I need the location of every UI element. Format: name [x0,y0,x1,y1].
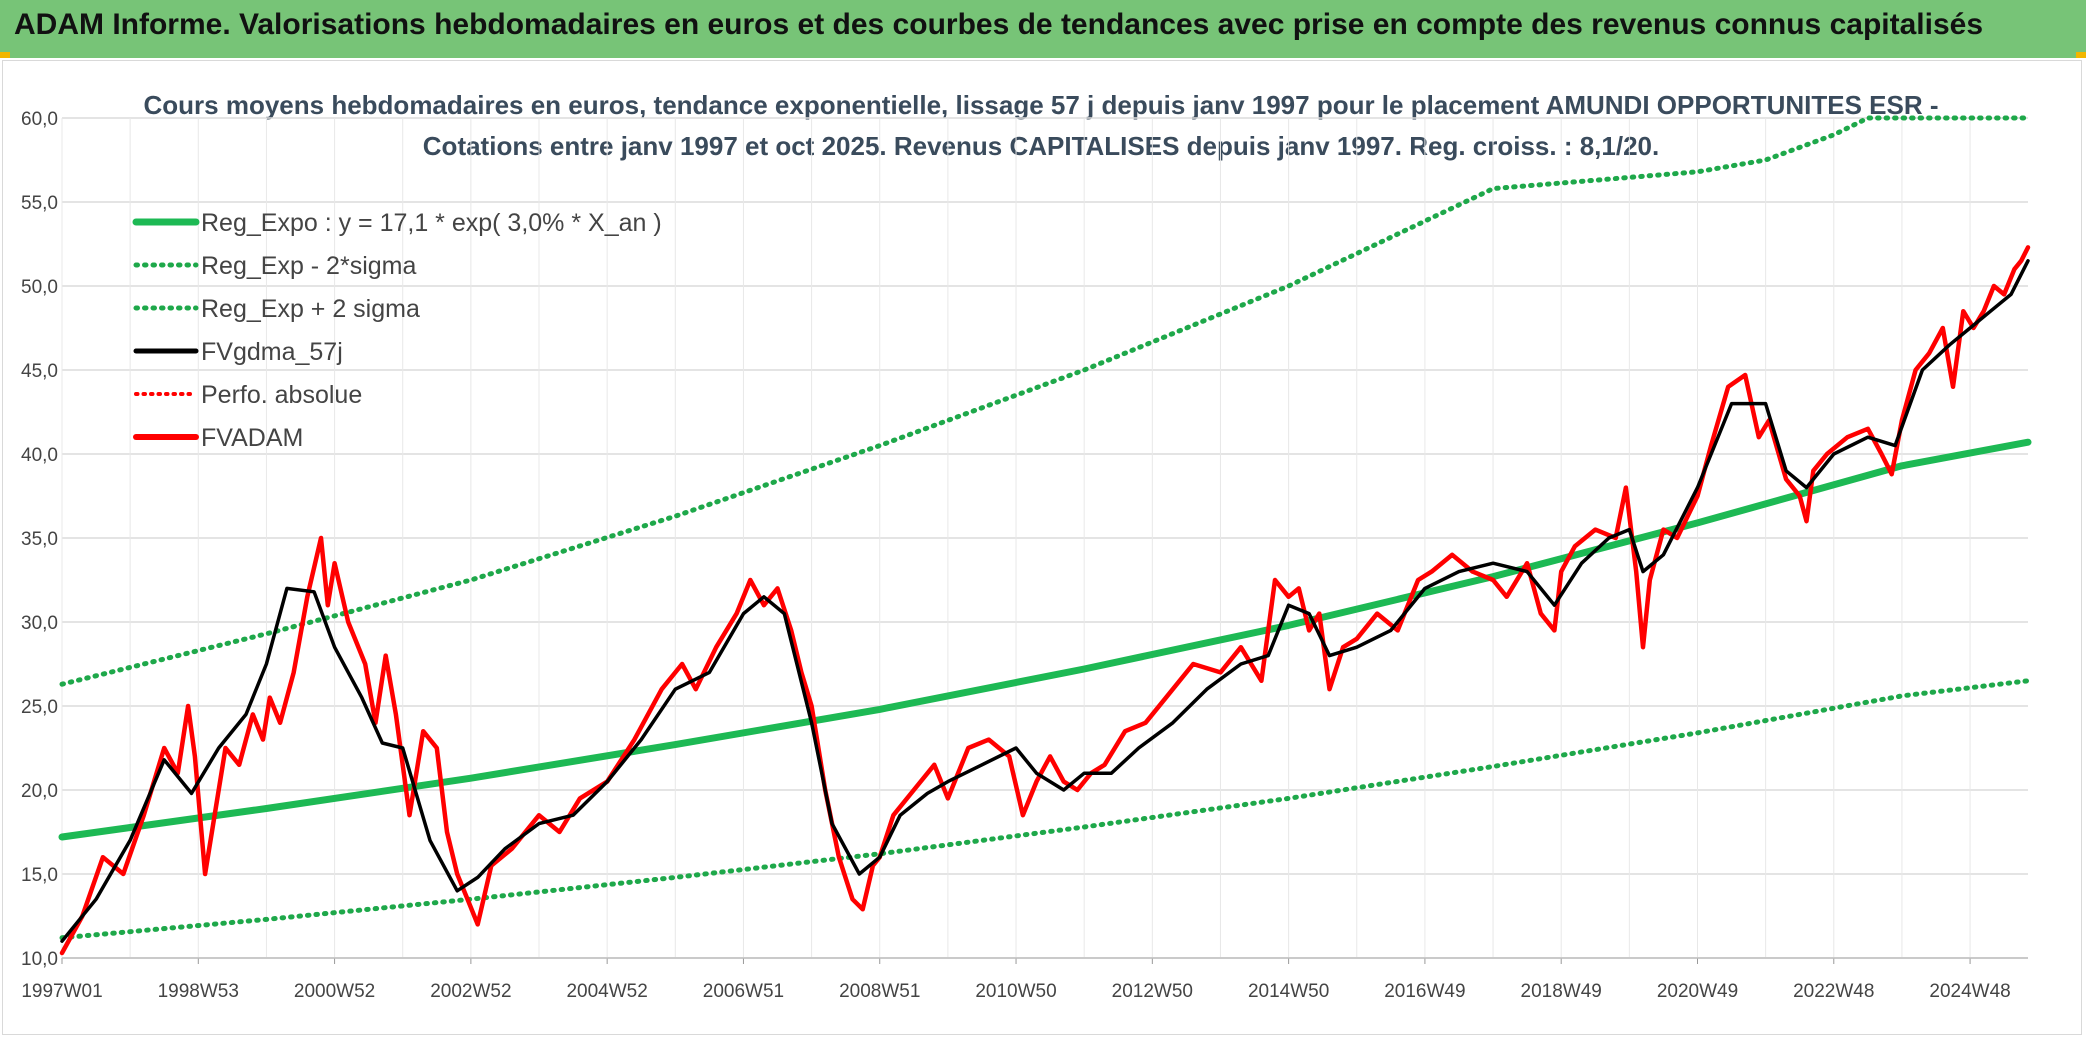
y-tick-label: 25,0 [21,697,58,718]
x-tick-label: 2018W49 [1521,981,1602,1002]
chart-frame [2,60,2082,1035]
x-tick-label: 2002W52 [430,981,511,1002]
y-tick-label: 35,0 [21,529,58,550]
legend-label: Reg_Exp + 2 sigma [201,295,420,323]
y-tick-label: 15,0 [21,865,58,886]
x-tick-label: 2004W52 [566,981,647,1002]
legend-label: FVgdma_57j [201,338,343,366]
x-tick-label: 2010W50 [975,981,1056,1002]
x-tick-label: 1998W53 [158,981,239,1002]
banner-accent-left [0,52,10,58]
y-tick-label: 45,0 [21,361,58,382]
report-banner: ADAM Informe. Valorisations hebdomadaire… [0,0,2086,58]
legend-label: Perfo. absolue [201,381,362,409]
report-title: ADAM Informe. Valorisations hebdomadaire… [14,8,1983,41]
x-tick-label: 2020W49 [1657,981,1738,1002]
x-tick-label: 2024W48 [1929,981,2010,1002]
y-tick-label: 10,0 [21,949,58,970]
y-tick-label: 60,0 [21,109,58,130]
x-tick-label: 1997W01 [21,981,102,1002]
x-tick-label: 2006W51 [703,981,784,1002]
lower-band-line [59,678,2031,941]
y-tick-label: 50,0 [21,277,58,298]
regression-line [58,438,2032,841]
upper-band-line [59,115,2031,687]
y-tick-label: 30,0 [21,613,58,634]
series-layer [58,115,2032,956]
price-line [59,245,2031,956]
legend: Reg_Expo : y = 17,1 * exp( 3,0% * X_an )… [132,209,662,452]
banner-accent-right [2076,52,2086,58]
chart-title-line-2: Cotations entre janv 1997 et oct 2025. R… [423,131,1659,161]
x-tick-label: 2000W52 [294,981,375,1002]
y-tick-label: 55,0 [21,193,58,214]
y-tick-label: 20,0 [21,781,58,802]
y-tick-label: 40,0 [21,445,58,466]
chart-title-line-1: Cours moyens hebdomadaires en euros, ten… [144,90,1939,120]
x-tick-label: 2012W50 [1112,981,1193,1002]
x-axis-ticks: 1997W01 1998W53 2000W52 2002W52 2004W52 2006W… [21,957,2028,1002]
y-axis-ticks: 10,0 15,0 20,0 25,0 30,0 35,0 40,0 45,0 50,0 55,0… [21,109,58,970]
x-tick-label: 2022W48 [1793,981,1874,1002]
x-tick-label: 2014W50 [1248,981,1329,1002]
legend-label: FVADAM [201,424,303,452]
legend-label: Reg_Expo : y = 17,1 * exp( 3,0% * X_an ) [201,209,662,237]
smoothed-line [60,259,2030,943]
legend-label: Reg_Exp - 2*sigma [201,252,416,280]
x-tick-label: 2016W49 [1384,981,1465,1002]
x-tick-label: 2008W51 [839,981,920,1002]
